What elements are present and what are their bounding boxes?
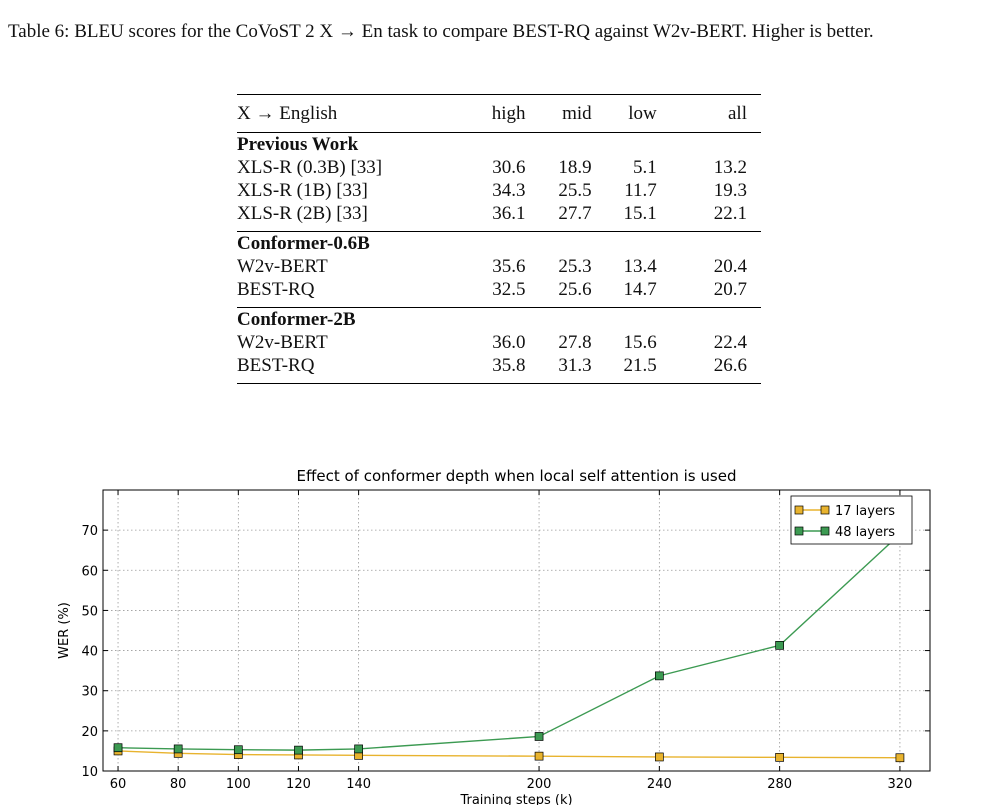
- group-header-row: Previous Work: [237, 133, 761, 157]
- header-low: low: [591, 94, 657, 133]
- x-tick-label: 140: [346, 777, 371, 792]
- cell-all: 22.1: [713, 203, 747, 224]
- series-2-point: [775, 641, 784, 650]
- cell-mid: 25.6: [558, 279, 592, 300]
- series-2-point: [294, 745, 303, 755]
- plot-frame: [102, 489, 931, 772]
- row-name-cell: BEST-RQ: [237, 279, 315, 300]
- legend-marker: [794, 505, 804, 515]
- table-header-row: X → English high mid low all: [237, 94, 761, 133]
- cell-high: 35.6: [492, 256, 526, 277]
- header-language: X → English: [237, 94, 464, 133]
- series-1-point: [534, 751, 544, 761]
- series-2-point: [233, 745, 243, 755]
- table-row: W2v-BERT 36.0 27.8 15.6 22.4: [237, 331, 761, 354]
- table-row: XLS-R (2B) [33] 36.1 27.7 15.1 22.1: [237, 202, 761, 232]
- row-name-cell: BEST-RQ: [237, 355, 315, 376]
- series-1-point: [895, 753, 905, 763]
- cell-high: 34.3: [492, 180, 526, 201]
- cell-low: 13.4: [623, 256, 657, 277]
- series-2-point: [173, 744, 183, 754]
- cell-mid: 27.8: [558, 332, 592, 353]
- x-tick-label: 240: [647, 777, 672, 792]
- cell-high: 36.0: [492, 332, 526, 353]
- y-tick-label: 40: [81, 645, 98, 660]
- y-tick-label: 20: [81, 725, 98, 740]
- cell-low: 14.7: [623, 279, 657, 300]
- results-table: X → English high mid low all Previous Wo…: [237, 94, 761, 384]
- cell-high: 35.8: [492, 355, 526, 376]
- cell-mid: 25.5: [558, 180, 592, 201]
- y-tick-label: 50: [81, 604, 98, 619]
- cell-low: 11.7: [624, 180, 657, 201]
- y-axis-label: WER (%): [57, 602, 72, 659]
- cell-low: 15.1: [623, 203, 657, 224]
- series-2-point: [534, 732, 544, 741]
- cell-all: 26.6: [713, 355, 747, 376]
- series-1-point: [654, 752, 664, 762]
- chart-title: Effect of conformer depth when local sel…: [297, 467, 737, 485]
- series-1-point: [775, 753, 784, 762]
- cell-all: 19.3: [713, 180, 747, 201]
- cell-mid: 18.9: [558, 157, 592, 178]
- legend-marker: [794, 526, 804, 536]
- cell-mid: 25.3: [558, 256, 592, 277]
- series-2-point: [113, 743, 123, 753]
- cell-all: 13.2: [713, 157, 747, 178]
- cell-all: 22.4: [713, 332, 747, 353]
- header-mid: mid: [525, 94, 592, 133]
- cell-low: 21.5: [623, 355, 657, 376]
- series-2-point: [354, 744, 363, 754]
- y-tick-label: 60: [81, 564, 98, 579]
- x-tick-label: 280: [767, 777, 792, 792]
- x-tick-label: 80: [170, 777, 187, 792]
- table-row: BEST-RQ 32.5 25.6 14.7 20.7: [237, 278, 761, 308]
- legend-label: 48 layers: [835, 525, 895, 540]
- legend-box: [790, 495, 913, 545]
- row-name-cell: W2v-BERT: [237, 256, 328, 277]
- y-tick-label: 10: [81, 765, 98, 780]
- legend-marker: [820, 505, 830, 515]
- table-row: W2v-BERT 35.6 25.3 13.4 20.4: [237, 255, 761, 278]
- header-all: all: [656, 94, 761, 133]
- x-tick-label: 100: [226, 777, 251, 792]
- table-caption: Table 6: BLEU scores for the CoVoST 2 X …: [8, 21, 874, 42]
- table-row: BEST-RQ 35.8 31.3 21.5 26.6: [237, 354, 761, 384]
- group-header-row: Conformer-0.6B: [237, 231, 761, 255]
- row-name-cell: XLS-R (0.3B) [33]: [237, 157, 383, 178]
- legend-label: 17 layers: [835, 504, 895, 519]
- row-name-cell: XLS-R (2B) [33]: [237, 203, 368, 224]
- cell-all: 20.4: [713, 256, 747, 277]
- cell-low: 15.6: [623, 332, 657, 353]
- wer-line-chart: 60 80 100 120 140 200 240 280 320 10 20 30 40 50 60 70 E…: [57, 467, 931, 805]
- table-row: XLS-R (1B) [33] 34.3 25.5 11.7 19.3: [237, 179, 761, 202]
- cell-high: 36.1: [492, 203, 526, 224]
- row-name-cell: XLS-R (1B) [33]: [237, 180, 368, 201]
- x-tick-label: 320: [888, 777, 913, 792]
- y-tick-label: 70: [81, 524, 98, 539]
- cell-low: 5.1: [633, 157, 657, 178]
- table-row: XLS-R (0.3B) [33] 30.6 18.9 5.1 13.2: [237, 156, 761, 179]
- x-axis-label: Training steps (k): [459, 793, 572, 805]
- legend-marker: [820, 526, 830, 536]
- cell-mid: 27.7: [558, 203, 592, 224]
- y-tick-label: 30: [81, 685, 98, 700]
- x-tick-label: 200: [527, 777, 552, 792]
- group-title: Conformer-2B: [237, 307, 761, 331]
- x-tick-label: 120: [286, 777, 311, 792]
- row-name-cell: W2v-BERT: [237, 332, 328, 353]
- group-title: Conformer-0.6B: [237, 231, 761, 255]
- cell-all: 20.7: [713, 279, 747, 300]
- x-tick-label: 60: [110, 777, 127, 792]
- group-header-row: Conformer-2B: [237, 307, 761, 331]
- cell-mid: 31.3: [558, 355, 592, 376]
- group-title: Previous Work: [237, 134, 359, 155]
- cell-high: 32.5: [492, 279, 526, 300]
- cell-high: 30.6: [492, 157, 526, 178]
- header-high: high: [463, 94, 526, 133]
- series-2-point: [654, 671, 664, 681]
